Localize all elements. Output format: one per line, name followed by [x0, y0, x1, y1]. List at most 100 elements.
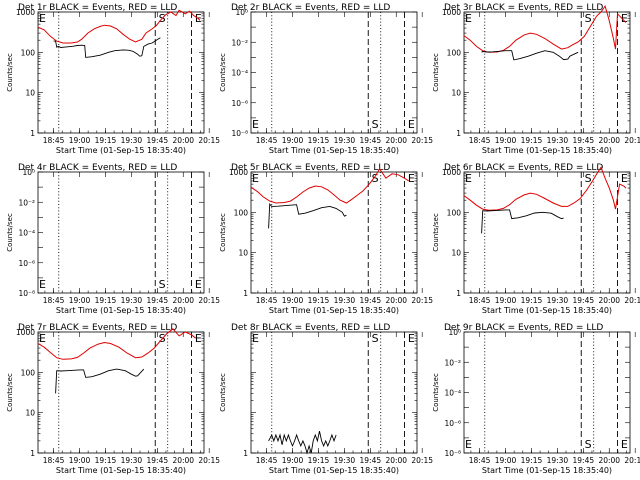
- lld-series-line: [463, 4, 627, 53]
- panel-title: Det 4r BLACK = Events, RED = LLD: [18, 163, 177, 173]
- x-tick-label: 20:00: [598, 296, 620, 305]
- x-tick-label: 18:45: [469, 136, 491, 145]
- y-axis-label: Counts/sec: [219, 213, 227, 252]
- x-tick-label: 19:00: [69, 136, 91, 145]
- y-tick-label: 1000: [16, 328, 35, 337]
- marker-e-left: E: [465, 12, 472, 25]
- x-tick-label: 19:45: [573, 296, 595, 305]
- lld-series-line: [250, 167, 409, 204]
- x-axis-label: Start Time (01-Sep-15 18:35:40): [56, 146, 186, 155]
- events-series-line: [53, 37, 161, 58]
- y-tick-label: 10⁰: [235, 8, 248, 17]
- panel-title: Det 6r BLACK = Events, RED = LLD: [444, 163, 603, 173]
- y-tick-label: 1: [456, 129, 461, 138]
- x-tick-label: 20:15: [198, 456, 220, 465]
- y-tick-label: 10: [25, 89, 35, 98]
- x-tick-label: 18:45: [256, 456, 278, 465]
- x-tick-label: 19:45: [360, 456, 382, 465]
- marker-e-left: E: [39, 332, 46, 345]
- events-series-line: [481, 209, 564, 234]
- panel-title: Det 8r BLACK = Events, RED = LLD: [231, 323, 390, 333]
- marker-s: S: [585, 438, 592, 451]
- x-tick-label: 19:30: [547, 136, 569, 145]
- marker-s: S: [585, 12, 592, 25]
- y-tick-label: 100: [447, 208, 462, 217]
- events-series-line: [481, 50, 579, 61]
- y-tick-label: 10⁰: [22, 168, 35, 177]
- x-tick-label: 19:45: [573, 456, 595, 465]
- x-tick-label: 20:15: [411, 456, 433, 465]
- y-tick-label: 10⁻⁸: [18, 289, 35, 298]
- events-series-line: [55, 368, 145, 394]
- y-tick-label: 10⁻²: [18, 198, 35, 207]
- x-axis-label: Start Time (01-Sep-15 18:35:40): [269, 306, 399, 315]
- marker-s: S: [372, 332, 379, 345]
- x-tick-label: 20:00: [385, 136, 407, 145]
- marker-e-left: E: [465, 438, 472, 451]
- y-tick-label: 10⁻⁴: [231, 69, 248, 78]
- x-tick-label: 19:15: [521, 136, 543, 145]
- y-tick-label: 1: [456, 289, 461, 298]
- x-tick-label: 20:15: [411, 296, 433, 305]
- x-tick-label: 18:45: [43, 296, 65, 305]
- x-tick-label: 19:00: [282, 296, 304, 305]
- y-tick-label: 1000: [442, 8, 461, 17]
- y-axis-label: Counts/sec: [6, 213, 14, 252]
- y-tick-label: 10: [451, 249, 461, 258]
- x-tick-label: 20:15: [198, 136, 220, 145]
- x-tick-label: 19:15: [521, 296, 543, 305]
- y-tick-label: 100: [234, 208, 249, 217]
- x-tick-label: 19:45: [360, 136, 382, 145]
- y-axis-label: Counts/sec: [219, 373, 227, 412]
- x-tick-label: 18:45: [469, 456, 491, 465]
- x-tick-label: 19:45: [573, 136, 595, 145]
- marker-e: E: [408, 172, 415, 185]
- marker-e-left: E: [465, 172, 472, 185]
- y-axis-label: Counts/sec: [6, 373, 14, 412]
- x-tick-label: 18:45: [256, 296, 278, 305]
- y-tick-label: 1000: [16, 8, 35, 17]
- x-tick-label: 19:30: [547, 456, 569, 465]
- panel-title: Det 2r BLACK = Events, RED = LLD: [231, 3, 390, 13]
- lld-series-line: [463, 166, 627, 211]
- y-tick-label: 10: [451, 89, 461, 98]
- y-tick-label: 10⁻⁸: [444, 449, 461, 458]
- y-tick-label: 1000: [442, 168, 461, 177]
- x-tick-label: 19:15: [308, 296, 330, 305]
- y-tick-label: 100: [21, 48, 36, 57]
- x-tick-label: 19:00: [495, 296, 517, 305]
- y-tick-label: 1: [30, 449, 35, 458]
- x-tick-label: 18:45: [256, 136, 278, 145]
- y-tick-label: 10⁻²: [444, 358, 461, 367]
- x-tick-label: 19:30: [121, 136, 143, 145]
- x-tick-label: 20:15: [411, 136, 433, 145]
- panel-det-3: Det 3r BLACK = Events, RED = LLD 1 10 100 10…: [432, 3, 640, 155]
- x-tick-label: 19:45: [147, 136, 169, 145]
- x-axis-label: Start Time (01-Sep-15 18:35:40): [482, 306, 612, 315]
- panel-title: Det 1r BLACK = Events, RED = LLD: [18, 3, 177, 13]
- x-tick-label: 20:00: [172, 456, 194, 465]
- y-tick-label: 10⁻⁴: [18, 229, 35, 238]
- y-axis-label: Counts/sec: [432, 373, 440, 412]
- marker-e: E: [621, 12, 628, 25]
- x-tick-label: 19:15: [308, 456, 330, 465]
- panel-title: Det 3r BLACK = Events, RED = LLD: [444, 3, 603, 13]
- y-axis-label: Counts/sec: [6, 53, 14, 92]
- plot-frame: [250, 331, 418, 454]
- x-tick-label: 20:15: [624, 296, 640, 305]
- plot-frame: [250, 11, 418, 134]
- y-tick-label: 100: [21, 368, 36, 377]
- x-tick-label: 19:00: [282, 136, 304, 145]
- x-tick-label: 19:00: [495, 456, 517, 465]
- marker-s: S: [585, 172, 592, 185]
- x-tick-label: 19:15: [308, 136, 330, 145]
- marker-e-left: E: [39, 278, 46, 291]
- x-tick-label: 19:15: [95, 456, 117, 465]
- x-axis-label: Start Time (01-Sep-15 18:35:40): [482, 466, 612, 475]
- y-tick-label: 10⁻²: [231, 38, 248, 47]
- x-tick-label: 19:15: [95, 296, 117, 305]
- y-tick-label: 10⁻⁶: [231, 99, 248, 108]
- marker-e: E: [621, 172, 628, 185]
